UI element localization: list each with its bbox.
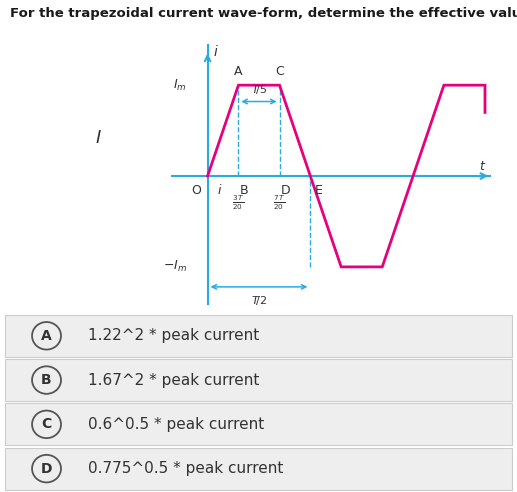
Text: $I_m$: $I_m$ (173, 78, 187, 92)
Text: $T\!/5$: $T\!/5$ (251, 83, 267, 96)
Text: C: C (41, 417, 52, 431)
Text: t: t (479, 160, 484, 173)
Text: O: O (192, 184, 202, 197)
Text: i: i (217, 184, 221, 197)
Text: $T\!/2$: $T\!/2$ (251, 294, 267, 307)
Text: 1.67^2 * peak current: 1.67^2 * peak current (88, 372, 259, 388)
Text: $-I_m$: $-I_m$ (163, 259, 187, 275)
Text: 1.22^2 * peak current: 1.22^2 * peak current (88, 328, 259, 343)
Text: $\frac{7\,T}{20}$: $\frac{7\,T}{20}$ (273, 193, 286, 212)
Text: C: C (275, 65, 284, 78)
Text: 0.775^0.5 * peak current: 0.775^0.5 * peak current (88, 461, 283, 476)
Text: E: E (314, 184, 322, 197)
Text: I: I (96, 129, 101, 147)
Text: D: D (41, 461, 52, 476)
Text: B: B (239, 184, 248, 197)
Text: B: B (41, 373, 52, 387)
Text: A: A (234, 65, 242, 78)
Text: For the trapezoidal current wave-form, determine the effective value.: For the trapezoidal current wave-form, d… (10, 7, 517, 20)
Text: A: A (41, 329, 52, 343)
Text: D: D (281, 184, 290, 197)
Text: 0.6^0.5 * peak current: 0.6^0.5 * peak current (88, 417, 264, 432)
Text: $\frac{3\,T}{20}$: $\frac{3\,T}{20}$ (232, 193, 245, 212)
Text: i: i (214, 45, 218, 59)
